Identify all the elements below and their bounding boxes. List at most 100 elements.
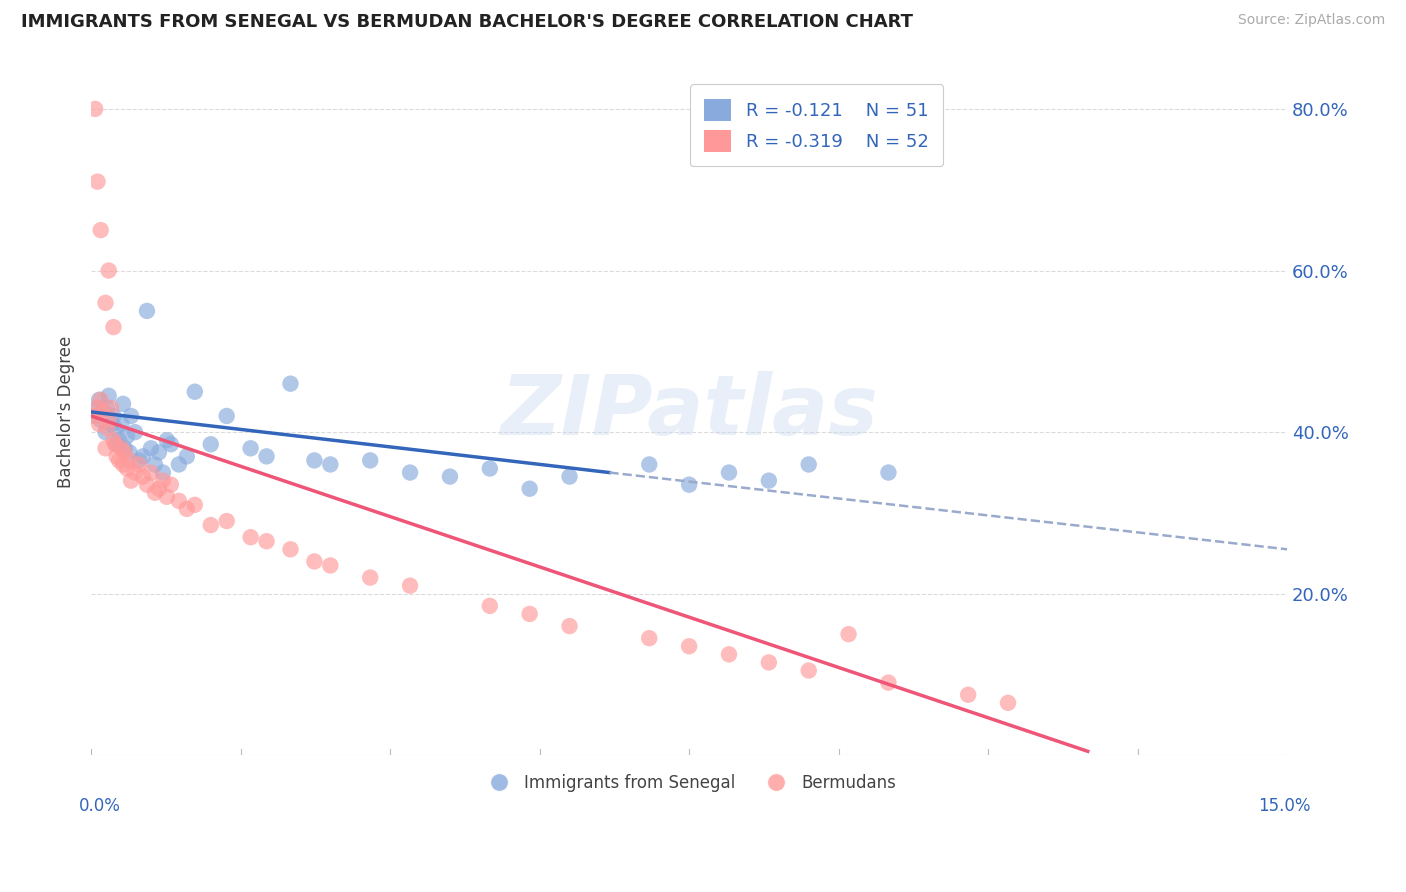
Point <box>519 482 541 496</box>
Point <box>280 542 302 557</box>
Point <box>89 392 111 407</box>
Point <box>280 376 302 391</box>
Text: ZIPatlas: ZIPatlas <box>501 371 879 452</box>
Point <box>256 534 278 549</box>
Point <box>256 450 278 464</box>
Point <box>108 453 131 467</box>
Point <box>120 474 142 488</box>
Point <box>215 514 238 528</box>
Point <box>90 413 112 427</box>
Point <box>128 453 150 467</box>
Point <box>91 405 114 419</box>
Point <box>148 482 170 496</box>
Point <box>678 640 700 654</box>
Point <box>132 450 155 464</box>
Point <box>94 425 117 439</box>
Point <box>717 648 740 662</box>
Point <box>139 442 162 456</box>
Point <box>136 477 159 491</box>
Point <box>797 458 820 472</box>
Point <box>97 263 120 277</box>
Point <box>184 498 207 512</box>
Point <box>84 102 107 116</box>
Point <box>359 571 381 585</box>
Point <box>156 490 179 504</box>
Point <box>118 445 141 459</box>
Point <box>90 392 112 407</box>
Point <box>104 437 127 451</box>
Point <box>638 631 661 645</box>
Legend: Immigrants from Senegal, Bermudans: Immigrants from Senegal, Bermudans <box>475 767 903 798</box>
Point <box>86 175 108 189</box>
Point <box>124 425 146 439</box>
Point <box>478 599 501 613</box>
Point <box>239 530 262 544</box>
Point <box>114 445 136 459</box>
Point <box>319 458 342 472</box>
Point <box>239 442 262 456</box>
Point <box>112 397 135 411</box>
Point <box>758 656 780 670</box>
Point <box>110 442 132 456</box>
Point <box>100 401 122 415</box>
Point <box>132 469 155 483</box>
Point <box>112 458 135 472</box>
Point <box>120 409 142 423</box>
Point <box>838 627 860 641</box>
Point <box>558 619 581 633</box>
Point <box>797 664 820 678</box>
Point <box>94 296 117 310</box>
Point <box>717 466 740 480</box>
Text: IMMIGRANTS FROM SENEGAL VS BERMUDAN BACHELOR'S DEGREE CORRELATION CHART: IMMIGRANTS FROM SENEGAL VS BERMUDAN BACH… <box>21 13 912 31</box>
Point <box>176 502 198 516</box>
Point <box>758 474 780 488</box>
Point <box>957 688 980 702</box>
Point <box>877 675 900 690</box>
Point <box>143 458 166 472</box>
Point <box>156 434 179 448</box>
Point <box>100 417 122 431</box>
Point <box>152 474 174 488</box>
Point <box>86 401 108 415</box>
Point <box>84 409 107 423</box>
Text: Source: ZipAtlas.com: Source: ZipAtlas.com <box>1237 13 1385 28</box>
Point <box>103 320 125 334</box>
Point <box>115 429 138 443</box>
Point <box>90 223 112 237</box>
Point <box>167 458 190 472</box>
Point <box>215 409 238 423</box>
Point <box>439 469 461 483</box>
Point <box>105 450 128 464</box>
Point <box>105 437 128 451</box>
Point <box>319 558 342 573</box>
Point <box>84 409 107 423</box>
Point <box>304 554 326 568</box>
Point <box>103 409 125 423</box>
Point <box>638 458 661 472</box>
Point <box>399 466 422 480</box>
Point <box>89 417 111 431</box>
Point <box>136 304 159 318</box>
Point <box>91 405 114 419</box>
Point <box>478 461 501 475</box>
Point <box>124 466 146 480</box>
Point <box>678 477 700 491</box>
Point <box>558 469 581 483</box>
Point <box>997 696 1019 710</box>
Text: 15.0%: 15.0% <box>1258 797 1310 814</box>
Point <box>86 401 108 415</box>
Point <box>877 466 900 480</box>
Point <box>143 485 166 500</box>
Point <box>152 466 174 480</box>
Point <box>115 461 138 475</box>
Point <box>399 579 422 593</box>
Point <box>148 445 170 459</box>
Point <box>103 434 125 448</box>
Point <box>96 421 118 435</box>
Point <box>104 421 127 435</box>
Point <box>96 401 118 415</box>
Point <box>118 453 141 467</box>
Point <box>160 437 183 451</box>
Point <box>304 453 326 467</box>
Point <box>128 458 150 472</box>
